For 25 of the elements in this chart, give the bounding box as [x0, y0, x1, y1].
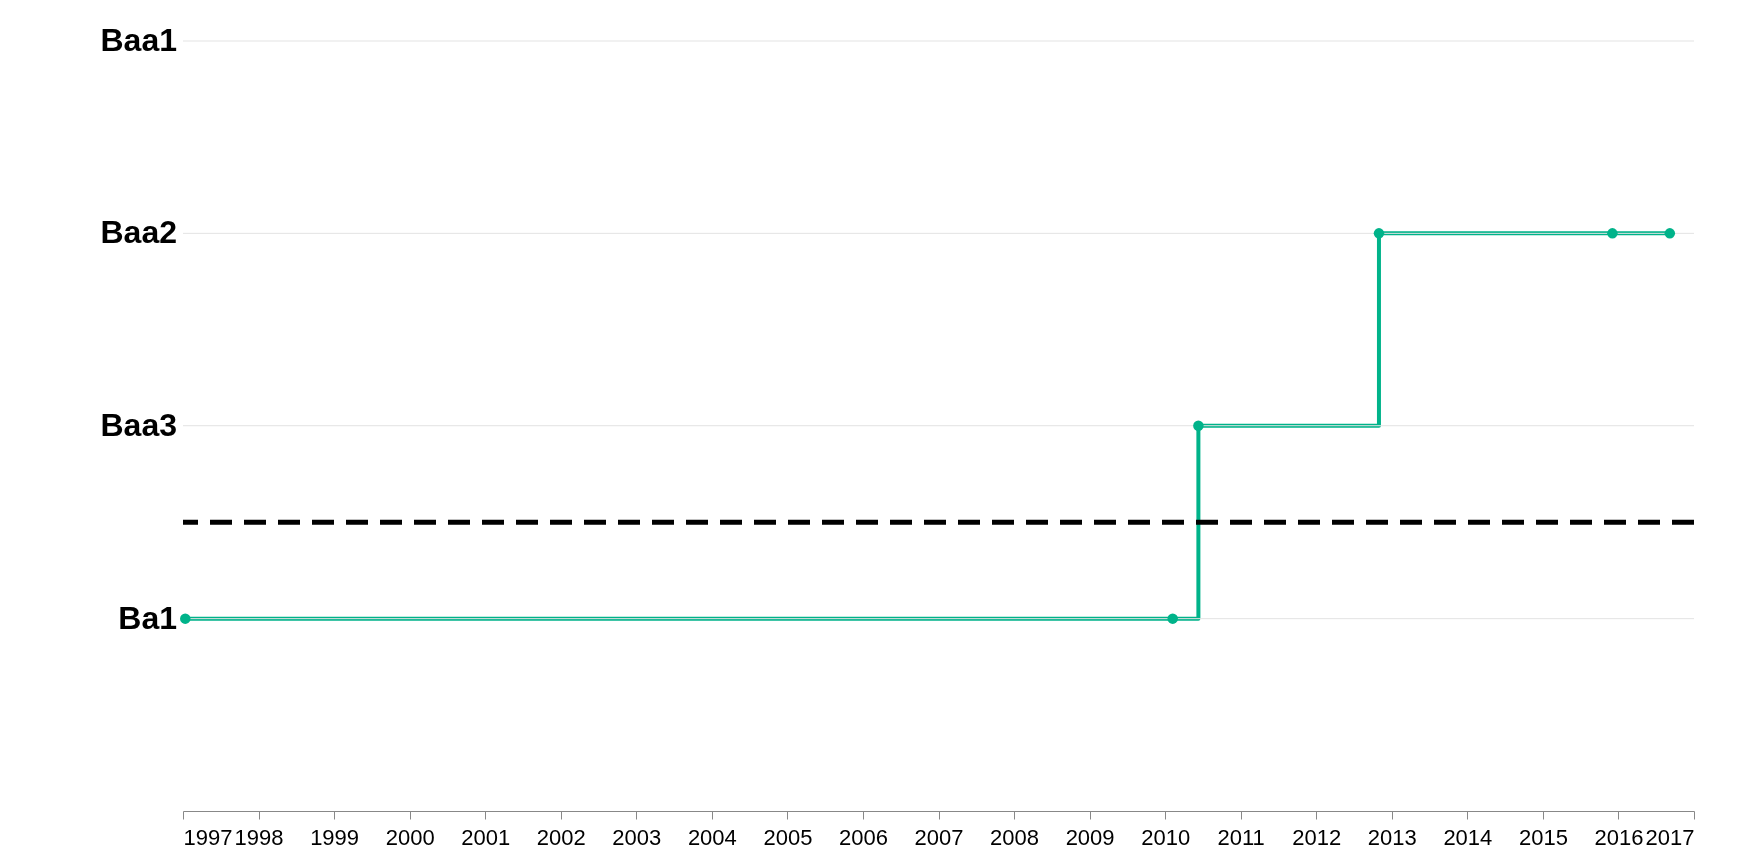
x-tick-label: 2010 [1141, 824, 1191, 850]
x-tick-label: 2015 [1518, 824, 1568, 850]
ref-line-label: Baa3 [100, 406, 177, 443]
x-tick-label: 1999 [310, 824, 360, 850]
x-tick-label: 2005 [763, 824, 813, 850]
x-tick-label: 2013 [1367, 824, 1417, 850]
x-tick-label: 2003 [612, 824, 662, 850]
x-tick-label: 2000 [385, 824, 435, 850]
ref-line-label: Baa2 [100, 214, 177, 251]
ref-line-label: Ba1 [118, 599, 177, 636]
x-tick-label: 1997 [183, 824, 233, 850]
x-tick-label: 2004 [687, 824, 737, 850]
x-tick-label: 2008 [990, 824, 1040, 850]
x-tick-label: 2007 [914, 824, 964, 850]
x-tick-label: 2006 [838, 824, 888, 850]
x-tick-label: 2002 [536, 824, 586, 850]
x-tick-label: 2009 [1065, 824, 1115, 850]
x-tick-label: 2001 [461, 824, 511, 850]
x-tick-label: 1998 [234, 824, 284, 850]
ref-line-label: Baa1 [100, 22, 177, 58]
x-tick-label: 2011 [1217, 824, 1265, 850]
x-tick-label: 2012 [1292, 824, 1342, 850]
x-tick-label: 2016 [1594, 824, 1644, 850]
x-tick-label: 2017 [1645, 824, 1695, 850]
x-tick-label: 2014 [1443, 824, 1493, 850]
